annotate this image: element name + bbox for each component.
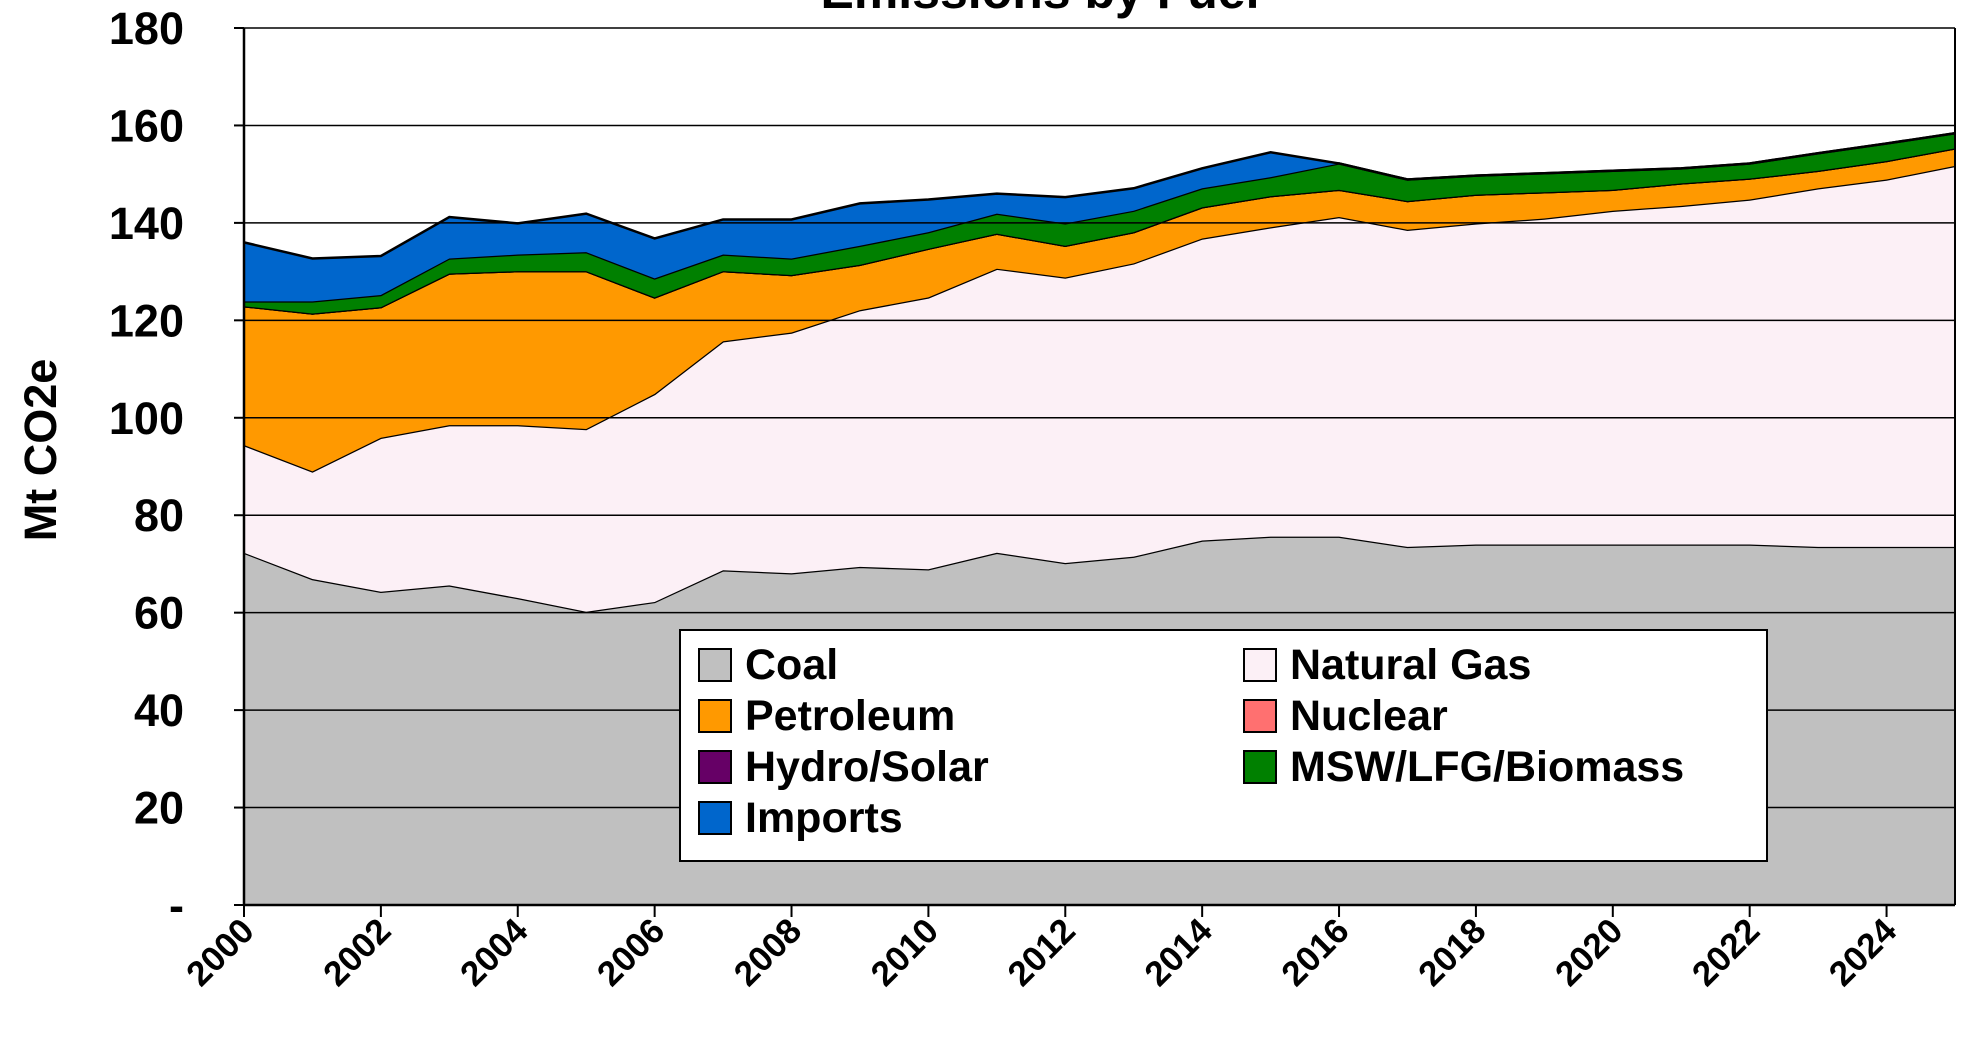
y-tick-label: 100 [109, 393, 184, 444]
legend-swatch [698, 699, 732, 733]
legend-swatch [698, 648, 732, 682]
y-tick-label: 140 [109, 198, 184, 249]
area-edge [243, 132, 1956, 260]
chart-title: Emissions by Fuel [820, 0, 1259, 19]
legend-swatch [1243, 648, 1277, 682]
x-tick-label: 2022 [1685, 911, 1768, 994]
legend-label: MSW/LFG/Biomass [1290, 743, 1684, 791]
legend-swatch [698, 750, 732, 784]
legend-swatch [1243, 750, 1277, 784]
area [244, 148, 1955, 472]
x-tick-label: 2000 [179, 911, 262, 994]
legend-box [679, 629, 1768, 862]
y-tick-label: 20 [134, 783, 184, 834]
x-tick-label: 2012 [1000, 911, 1083, 994]
x-tick-label: 2016 [1274, 911, 1357, 994]
y-tick-label: - [169, 880, 184, 931]
x-tick-label: 2010 [863, 911, 946, 994]
legend-swatch [698, 801, 732, 835]
legend-swatch [1243, 699, 1277, 733]
y-axis-label: Mt CO2e [15, 359, 66, 542]
x-tick-label: 2006 [590, 911, 673, 994]
legend-label: Nuclear [1290, 692, 1448, 740]
x-tick-label: 2014 [1137, 911, 1220, 994]
area [244, 133, 1955, 302]
x-tick-label: 2004 [453, 911, 536, 994]
y-tick-label: 160 [109, 100, 184, 151]
x-tick-label: 2024 [1822, 911, 1905, 994]
legend-label: Natural Gas [1290, 641, 1531, 689]
area [244, 165, 1955, 612]
legend-label: Imports [745, 794, 903, 842]
y-tick-label: 40 [134, 685, 184, 736]
legend-label: Petroleum [745, 692, 955, 740]
legend-label: Hydro/Solar [745, 743, 989, 791]
y-tick-label: 120 [109, 295, 184, 346]
y-tick-label: 180 [109, 3, 184, 54]
x-tick-label: 2018 [1411, 911, 1494, 994]
legend-label: Coal [745, 641, 838, 689]
legend: Coal Natural Gas Petroleum Nuclear Hydro/Sol… [679, 629, 1768, 862]
x-tick-label: 2020 [1548, 911, 1631, 994]
x-tick-label: 2002 [316, 911, 399, 994]
y-tick-label: 60 [134, 588, 184, 639]
y-tick-label: 80 [134, 490, 184, 541]
x-tick-label: 2008 [727, 911, 810, 994]
